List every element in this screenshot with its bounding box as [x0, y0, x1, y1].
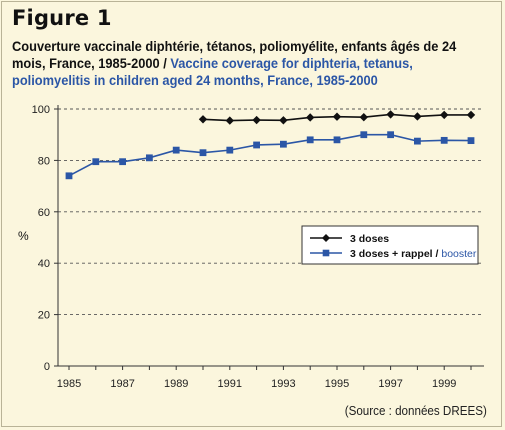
data-point-1992: [252, 115, 261, 125]
data-point-1987: [119, 158, 126, 166]
y-tick-labels: 0 20 40 60 80 100: [32, 104, 50, 373]
figure-caption: Couverture vaccinale diphtérie, tétanos,…: [12, 38, 458, 89]
data-point-1991: [225, 116, 234, 125]
caption-separator: /: [159, 56, 171, 71]
y-tick-label-0: 0: [44, 361, 50, 373]
y-tick-label-80: 80: [38, 155, 50, 167]
legend-box: [301, 225, 479, 265]
y-tick-label-20: 20: [38, 310, 50, 322]
figure-label: Figure 1: [12, 6, 112, 30]
legend-label-part: 3 doses + rappel: [350, 248, 433, 260]
data-point-1998: [414, 137, 421, 145]
y-axis-label: %: [18, 229, 29, 243]
x-tick-label-1995: 1995: [325, 378, 349, 390]
series-three-doses: [198, 110, 476, 125]
data-point-1997: [386, 110, 395, 119]
x-tick-label-1997: 1997: [378, 378, 402, 390]
y-tick-label-60: 60: [38, 207, 50, 219]
data-point-2000: [467, 137, 475, 145]
data-point-1994: [306, 113, 315, 122]
x-tick-label-1991: 1991: [218, 378, 242, 390]
data-point-1990: [198, 115, 208, 124]
legend-label: 3 doses: [350, 233, 389, 245]
x-tick-label-1987: 1987: [110, 378, 134, 390]
data-point-1993: [280, 140, 287, 148]
caption-french: Couverture vaccinale diphtérie, tétanos,…: [12, 39, 457, 71]
data-point-1998: [413, 112, 422, 121]
data-point-1995: [332, 112, 342, 121]
legend-marker-diamond: [322, 234, 330, 242]
data-point-1985: [65, 172, 73, 180]
x-tick-label-1999: 1999: [432, 378, 456, 390]
x-tick-label-1989: 1989: [164, 378, 188, 390]
data-point-1988: [146, 154, 153, 162]
data-point-2000: [466, 110, 476, 120]
series-line: [68, 133, 472, 177]
caption-english: Vaccine coverage for diphteria, tetanus,…: [12, 56, 413, 88]
data-point-1999: [440, 110, 449, 120]
data-point-1996: [359, 113, 368, 122]
data-point-1997: [387, 131, 394, 139]
legend-marker-square: [322, 249, 330, 257]
data-point-1993: [279, 116, 288, 125]
data-point-1992: [253, 141, 260, 149]
data-point-1991: [226, 146, 234, 154]
x-tick-labels: 1985 1987 1989 1991 1993 1995 1997 1999: [57, 378, 457, 390]
legend-label-part: /: [433, 248, 442, 260]
y-tick-label-40: 40: [38, 258, 50, 270]
legend: 3 doses 3 doses + rappel / booster: [301, 225, 479, 265]
legend-label-part: booster: [441, 248, 477, 260]
source-note: (Source : données DREES): [344, 404, 487, 418]
data-point-1989: [172, 146, 180, 154]
legend-label: 3 doses + rappel / booster: [350, 248, 477, 260]
axes: [54, 105, 484, 370]
series-booster: [65, 131, 475, 180]
data-series: [65, 110, 476, 180]
data-point-1994: [306, 136, 314, 144]
data-point-1986: [92, 158, 100, 166]
x-tick-label-1985: 1985: [57, 378, 81, 390]
data-point-1999: [440, 136, 448, 144]
y-tick-label-100: 100: [32, 104, 50, 116]
data-point-1995: [333, 136, 341, 144]
data-point-1990: [199, 149, 207, 157]
x-tick-label-1993: 1993: [271, 378, 295, 390]
data-point-1996: [360, 131, 368, 139]
